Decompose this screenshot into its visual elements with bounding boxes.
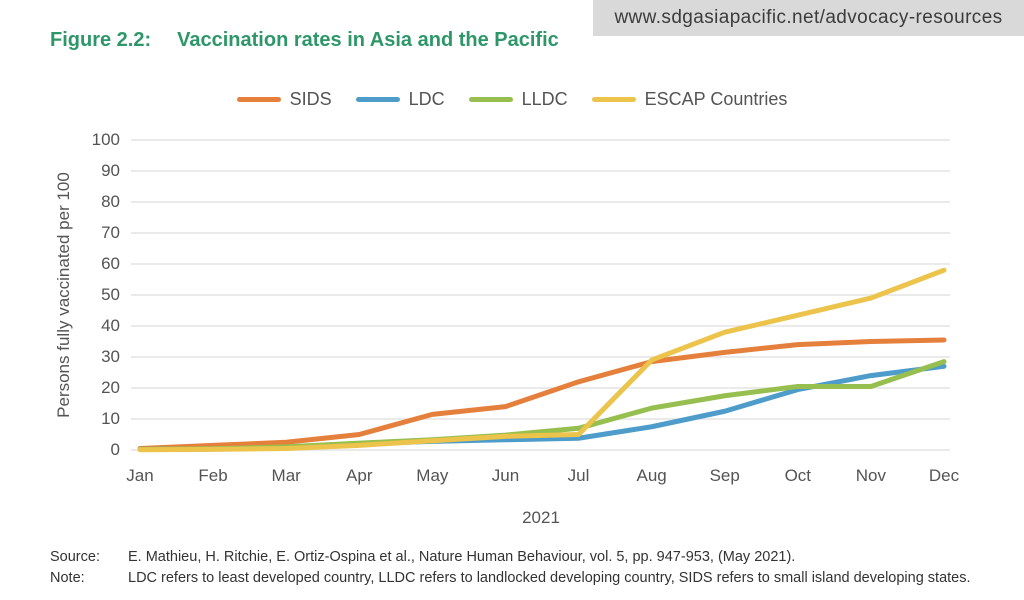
y-tick-label: 100	[91, 130, 120, 149]
x-tick-label: Jun	[491, 466, 520, 485]
series-line-escap-countries	[137, 267, 947, 453]
x-axis-title: 2021	[522, 508, 560, 527]
y-tick-label: 70	[101, 223, 120, 242]
x-tick-label: Dec	[928, 466, 960, 485]
legend-label: LDC	[408, 88, 445, 109]
y-tick-label: 50	[101, 285, 120, 304]
x-tick-label: Apr	[346, 466, 373, 485]
legend-line-swatch	[591, 96, 636, 102]
source-text: E. Mathieu, H. Ritchie, E. Ortiz-Ospina …	[128, 549, 796, 565]
y-tick-label: 10	[101, 409, 120, 428]
legend-label: LLDC	[521, 88, 568, 109]
legend-item-ldc: LDC	[355, 88, 445, 110]
x-tick-label: Aug	[636, 466, 667, 485]
y-tick-label: 80	[101, 192, 120, 211]
y-tick-label: 30	[101, 347, 120, 366]
url-banner: www.sdgasiapacific.net/advocacy-resource…	[593, 0, 1024, 36]
x-tick-label: Feb	[198, 466, 228, 485]
url-text: www.sdgasiapacific.net/advocacy-resource…	[614, 7, 1003, 28]
legend-line-swatch	[468, 96, 513, 102]
x-tick-label: Mar	[271, 466, 301, 485]
series-line-sids	[137, 337, 947, 451]
x-tick-label: Jan	[126, 466, 154, 485]
footer: Source: E. Mathieu, H. Ritchie, E. Ortiz…	[50, 549, 971, 591]
x-tick-label: Oct	[784, 466, 812, 485]
y-tick-label: 60	[101, 254, 120, 273]
y-tick-label: 90	[101, 161, 120, 180]
source-label: Source:	[50, 549, 100, 565]
figure-title: Vaccination rates in Asia and the Pacifi…	[177, 29, 559, 51]
legend-line-swatch	[236, 96, 281, 102]
legend-item-escap-countries: ESCAP Countries	[591, 88, 788, 110]
figure-title-row: Figure 2.2: Vaccination rates in Asia and…	[50, 29, 559, 52]
legend-label: SIDS	[289, 88, 332, 109]
chart-legend: SIDS LDC LLDC ESCAP Countries	[0, 87, 1024, 111]
x-tick-label: Sep	[709, 466, 740, 485]
legend-item-lldc: LLDC	[468, 88, 568, 110]
note-row: Note: LDC refers to least developed coun…	[50, 570, 971, 586]
legend-label: ESCAP Countries	[644, 88, 788, 109]
y-tick-label: 20	[101, 378, 120, 397]
legend-line-swatch	[355, 96, 400, 102]
legend-item-sids: SIDS	[236, 88, 332, 110]
source-row: Source: E. Mathieu, H. Ritchie, E. Ortiz…	[50, 549, 971, 565]
x-tick-label: May	[416, 466, 449, 485]
x-tick-label: Jul	[567, 466, 590, 485]
y-tick-label: 40	[101, 316, 120, 335]
note-text: LDC refers to least developed country, L…	[128, 570, 971, 586]
note-label: Note:	[50, 570, 85, 586]
y-tick-label: 0	[110, 440, 120, 459]
figure-label: Figure 2.2:	[50, 29, 152, 51]
x-tick-label: Nov	[855, 466, 887, 485]
